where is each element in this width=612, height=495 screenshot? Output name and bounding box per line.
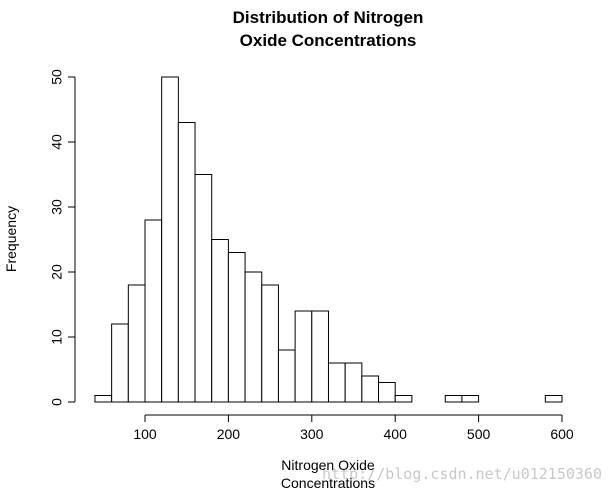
histogram-bar xyxy=(177,122,196,403)
histogram-bar xyxy=(461,395,480,403)
histogram-bar xyxy=(94,395,113,403)
histogram-bar xyxy=(327,362,346,403)
histogram-bar xyxy=(261,284,279,403)
y-tick-label: 40 xyxy=(49,134,65,150)
x-tick-label: 300 xyxy=(300,426,324,442)
histogram-bar xyxy=(244,271,263,403)
x-tick-label: 400 xyxy=(384,426,408,442)
histogram-bar xyxy=(361,375,380,403)
histogram-bar xyxy=(277,349,296,403)
x-tick-label: 600 xyxy=(550,426,574,442)
chart-title-line-1: Distribution of Nitrogen xyxy=(233,8,424,27)
y-tick-label: 50 xyxy=(49,69,65,85)
histogram-bar xyxy=(211,239,229,403)
histogram-bar xyxy=(144,219,163,403)
y-tick-label: 10 xyxy=(49,329,65,345)
histogram-bar xyxy=(111,323,129,403)
x-axis: 100 200 300 400 500 600 xyxy=(133,414,574,442)
histogram-bar xyxy=(544,395,563,403)
x-axis-label-line-2: Concentrations xyxy=(281,475,375,491)
y-axis: 0 10 20 30 40 50 xyxy=(49,69,76,406)
histogram-bars xyxy=(94,76,563,403)
x-tick-label: 100 xyxy=(133,426,157,442)
histogram-bar xyxy=(344,362,363,403)
histogram-bar xyxy=(227,252,246,403)
y-tick-label: 20 xyxy=(49,264,65,280)
y-axis-label: Frequency xyxy=(3,206,19,272)
x-tick-label: 500 xyxy=(467,426,491,442)
x-tick-label: 200 xyxy=(217,426,241,442)
histogram-bar xyxy=(194,174,213,403)
histogram-bar xyxy=(378,382,396,403)
histogram-bar xyxy=(161,76,179,403)
histogram-bar xyxy=(311,310,329,403)
histogram-bar xyxy=(444,395,463,403)
histogram-bar xyxy=(127,284,146,403)
chart-title-line-2: Oxide Concentrations xyxy=(240,31,417,50)
histogram-bar xyxy=(394,395,413,403)
y-tick-label: 0 xyxy=(49,398,65,406)
x-axis-label-line-1: Nitrogen Oxide xyxy=(281,457,375,473)
histogram-bar xyxy=(294,310,313,403)
y-tick-label: 30 xyxy=(49,199,65,215)
watermark-text: http://blog.csdn.net/u012150360 xyxy=(322,465,602,483)
